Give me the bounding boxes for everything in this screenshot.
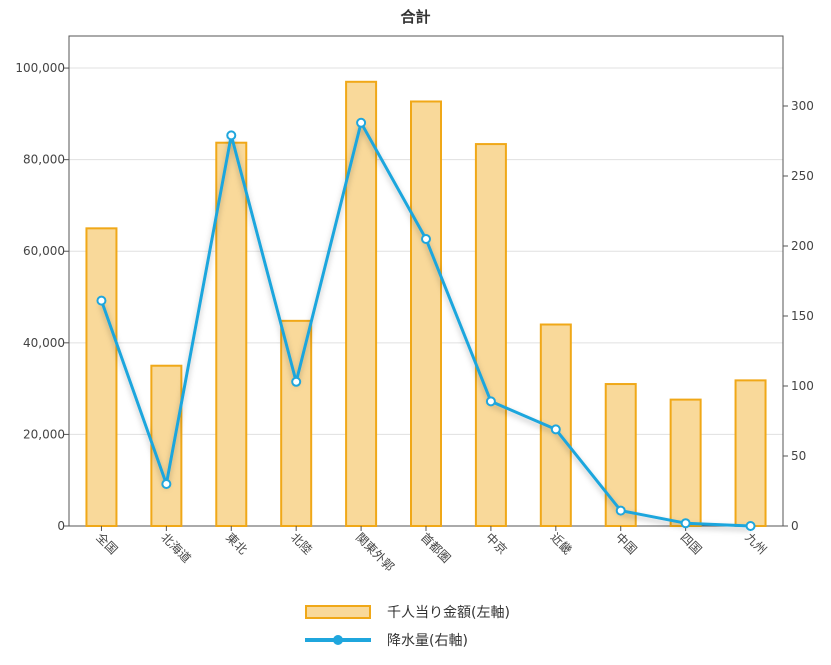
chart-svg: 0 20,000 40,000 60,000 80,000 100,000 0 50 100 15… [15, 35, 814, 574]
line-point [226, 130, 237, 141]
line-point [96, 295, 107, 306]
bar [215, 141, 248, 527]
legend-item-bar[interactable]: 千人当り金額(左軸) [305, 600, 510, 624]
chart-title: 合計 [400, 8, 431, 26]
bar [474, 143, 507, 527]
bar [734, 379, 767, 528]
right-axis-tick-label: 200 [791, 239, 814, 253]
right-axis-tick-label: 100 [791, 379, 814, 393]
legend-bar-label: 千人当り金額(左軸) [387, 605, 510, 621]
bar [85, 227, 118, 527]
x-axis-tick-label: 九州 [742, 530, 769, 557]
x-axis-tick-label: 全国 [93, 530, 121, 558]
bar [280, 319, 313, 527]
line-point [680, 518, 691, 529]
line-point [745, 521, 756, 531]
x-axis-tick-label: 北海道 [158, 530, 194, 566]
line-point [615, 505, 626, 516]
left-axis-tick-label: 0 [57, 519, 65, 533]
left-axis-tick-label: 40,000 [23, 336, 65, 350]
line-point [161, 479, 172, 489]
bar [345, 80, 378, 527]
right-axis-tick-label: 300 [791, 99, 814, 113]
legend-item-line[interactable]: 降水量(右軸) [305, 628, 510, 652]
x-axis-tick-label: 四国 [678, 530, 705, 557]
line-point [421, 234, 431, 244]
bar [410, 100, 442, 527]
right-axis-tick-label: 250 [791, 169, 814, 183]
right-axis-tick-label: 150 [791, 309, 814, 323]
left-axis-tick-label: 20,000 [23, 427, 65, 441]
right-axis-tick-label: 50 [791, 449, 806, 463]
bar [150, 364, 183, 528]
legend-bar-swatch [305, 605, 371, 619]
legend: 千人当り金額(左軸) 降水量(右軸) [305, 600, 510, 656]
line-point [485, 396, 496, 407]
x-axis-tick-label: 中国 [613, 530, 641, 558]
x-axis-tick-label: 北陸 [288, 530, 315, 557]
legend-line-swatch [305, 633, 371, 647]
legend-line-label: 降水量(右軸) [387, 633, 468, 649]
right-axis-tick-label: 0 [791, 519, 799, 533]
bar [669, 398, 702, 528]
x-axis-tick-label: 首都圏 [418, 530, 453, 565]
left-axis-tick-label: 80,000 [23, 153, 65, 167]
left-axis-tick-label: 100,000 [15, 61, 65, 75]
x-axis-tick-label: 近畿 [548, 530, 575, 557]
x-axis-tick-label: 中京 [483, 530, 511, 558]
x-axis-tick-label: 関東外郭 [353, 530, 397, 574]
left-axis-tick-label: 60,000 [23, 244, 65, 258]
line-point [291, 376, 302, 387]
bar [604, 383, 637, 527]
line-point [550, 424, 561, 435]
line-point [356, 117, 367, 128]
x-axis-tick-label: 東北 [223, 530, 250, 557]
